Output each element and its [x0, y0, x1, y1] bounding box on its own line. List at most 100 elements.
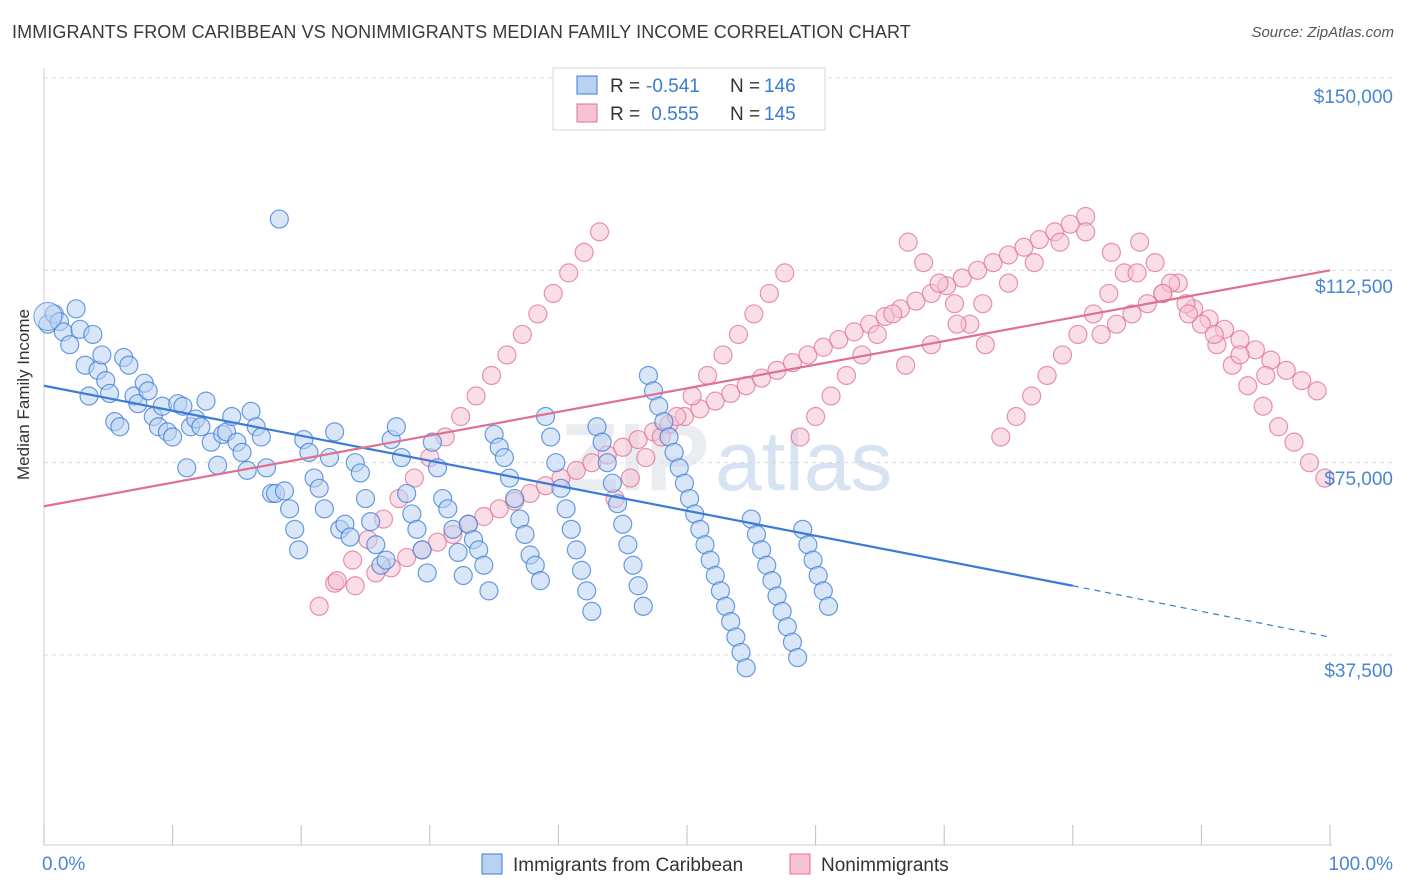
caribbean-point-50	[280, 499, 300, 519]
nonimmigrant-point-5	[397, 547, 417, 568]
nonimmigrant-point-69	[1253, 396, 1273, 416]
nonimmigrant-point-31	[798, 345, 818, 365]
caribbean-point-78	[422, 432, 442, 452]
legend-swatch-blue	[576, 75, 598, 95]
nonimmigrant-point-116	[528, 304, 548, 324]
nonimmigrant-point-132	[1204, 324, 1224, 345]
nonimmigrant-point-81	[1068, 324, 1088, 345]
watermark-atlas: atlas	[715, 414, 892, 508]
nonimmigrant-point-133	[1178, 304, 1199, 324]
nonimmigrant-point-120	[466, 386, 486, 406]
nonimmigrant-point-98	[805, 406, 826, 427]
nonimmigrant-point-65	[1315, 468, 1335, 488]
x-tick-labels: 0.0% 100.0%	[42, 854, 1393, 875]
nonimmigrant-point-64	[1307, 381, 1327, 401]
caribbean-point-35	[208, 455, 228, 475]
nonimmigrant-point-42	[968, 260, 988, 280]
nonimmigrant-point-68	[1268, 417, 1289, 437]
nonimmigrant-point-110	[620, 468, 641, 488]
caribbean-point-32	[191, 417, 211, 437]
nonimmigrant-point-52	[1122, 304, 1142, 324]
trend-lines	[43, 269, 1331, 638]
nonimmigrant-point-51	[1106, 314, 1127, 334]
caribbean-point-118	[628, 576, 648, 596]
nonimmigrant-point-91	[914, 253, 934, 273]
nonimmigrant-point-77	[1130, 232, 1150, 252]
caribbean-point-83	[448, 542, 468, 563]
nonimmigrant-point-131	[1230, 345, 1250, 365]
y-axis-label: Median Family Income	[14, 308, 33, 480]
chart-source: Source: ZipAtlas.com	[1251, 24, 1394, 41]
nonimmigrant-point-134	[1153, 283, 1173, 304]
nonimmigrant-point-48	[1060, 214, 1080, 234]
nonimmigrant-point-115	[543, 283, 563, 304]
nonimmigrant-point-106	[682, 386, 702, 406]
nonimmigrant-point-139	[1024, 253, 1044, 273]
caribbean-point-104	[556, 499, 576, 519]
caribbean-point-81	[438, 499, 458, 519]
nonimmigrant-point-96	[836, 365, 857, 386]
caribbean-point-115	[613, 514, 633, 534]
nonimmigrant-point-93	[883, 304, 903, 324]
nonimmigrant-point-2	[345, 576, 365, 596]
nonimmigrant-point-46	[1029, 229, 1049, 250]
caribbean-point-21	[138, 381, 158, 401]
caribbean-point-62	[340, 527, 360, 547]
nonimmigrant-point-124	[404, 468, 424, 488]
caribbean-point-107	[571, 560, 592, 580]
nonimmigrant-point-138	[1050, 232, 1070, 252]
nonimmigrant-point-94	[867, 324, 887, 345]
caribbean-point-64	[350, 463, 370, 483]
axes	[43, 68, 1332, 846]
caribbean-point-139	[736, 658, 756, 678]
nonimmigrant-point-7	[427, 532, 448, 552]
legend-r-value-1: -0.541	[646, 76, 700, 97]
caribbean-point-71	[386, 417, 406, 437]
nonimmigrant-point-135	[1127, 263, 1147, 283]
caribbean-point-109	[582, 601, 602, 622]
caribbean-point-108	[577, 581, 597, 601]
caribbean-point-99	[530, 571, 550, 591]
caribbean-point-58	[319, 447, 340, 468]
nonimmigrant-point-140	[998, 273, 1019, 293]
caribbean-point-88	[474, 555, 494, 575]
caribbean-point-40	[232, 442, 252, 463]
caribbean-point-33	[196, 391, 216, 411]
nonimmigrant-point-84	[1022, 386, 1042, 406]
nonimmigrant-point-141	[973, 294, 993, 314]
caribbean-point-106	[566, 540, 587, 560]
y-tick-label-1: $112,500	[1315, 277, 1393, 298]
nonimmigrant-point-83	[1037, 365, 1057, 386]
nonimmigrant-point-10	[474, 506, 494, 527]
caribbean-point-69	[376, 550, 396, 570]
nonimmigrant-point-103	[728, 324, 749, 345]
y-tick-label-3: $37,500	[1324, 661, 1393, 682]
nonimmigrant-point-25	[705, 391, 725, 411]
bottom-legend-swatch-blue	[481, 853, 503, 875]
caribbean-point-66	[361, 512, 381, 532]
nonimmigrant-point-105	[697, 365, 718, 386]
caribbean-point-84	[453, 565, 473, 586]
legend-n-label-1: N =	[730, 76, 760, 97]
caribbean-point-94	[505, 488, 525, 509]
caribbean-point-65	[355, 488, 376, 509]
nonimmigrant-trend-line	[43, 269, 1331, 508]
nonimmigrant-point-137	[1076, 222, 1096, 242]
nonimmigrant-point-41	[952, 268, 972, 288]
nonimmigrant-point-26	[721, 383, 741, 404]
y-tick-labels: $150,000 $112,500 $75,000 $37,500	[1314, 87, 1393, 682]
caribbean-point-5	[66, 299, 86, 319]
caribbean-point-44	[251, 427, 271, 447]
caribbean-trend-extension	[1072, 585, 1331, 638]
legend-swatch-pink	[576, 103, 598, 123]
nonimmigrant-point-118	[497, 345, 517, 365]
caribbean-point-96	[515, 524, 535, 545]
caribbean-point-51	[285, 519, 305, 539]
caribbean-point-large	[33, 301, 63, 331]
caribbean-point-89	[479, 581, 499, 601]
caribbean-point-57	[314, 499, 334, 519]
nonimmigrant-point-62	[1276, 360, 1296, 380]
nonimmigrant-point-136	[1101, 242, 1121, 262]
bottom-legend-label-2: Nonimmigrants	[821, 855, 949, 876]
